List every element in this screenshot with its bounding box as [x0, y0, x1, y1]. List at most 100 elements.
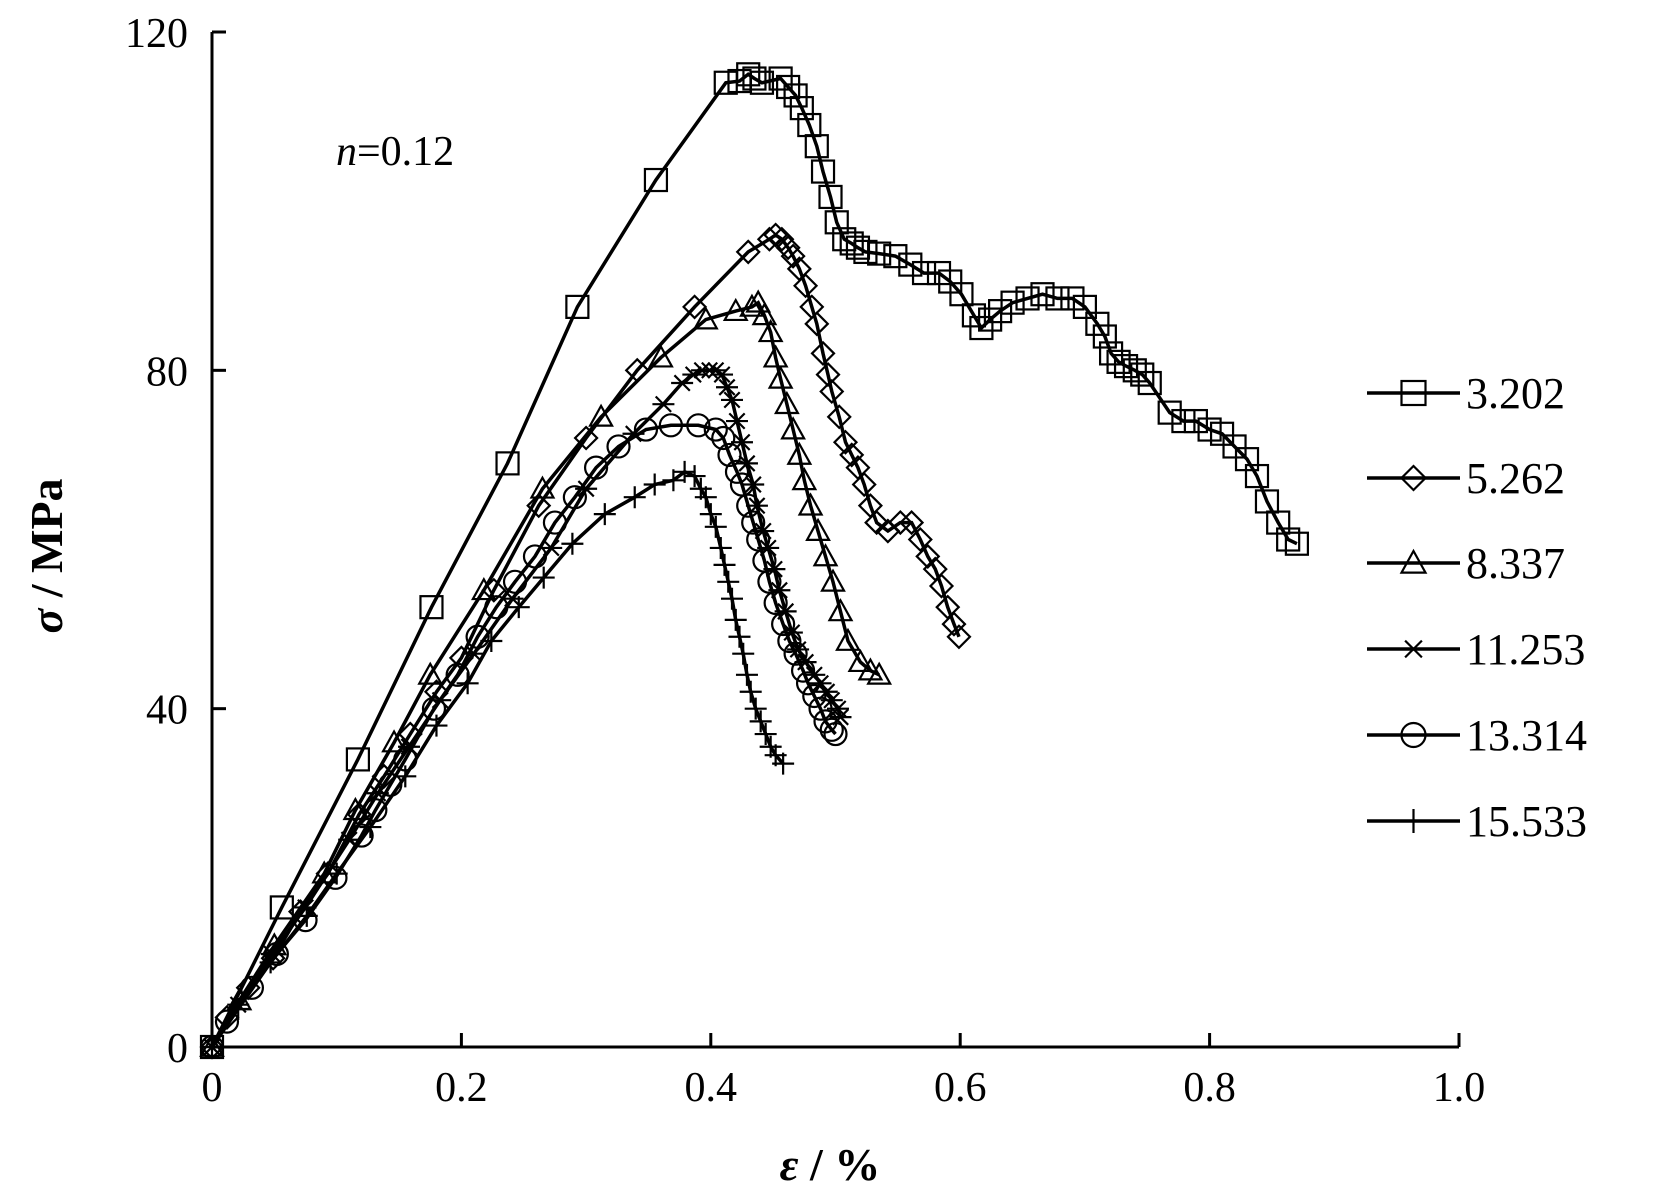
data-point [671, 374, 694, 392]
data-point [767, 365, 794, 389]
data-point [711, 366, 734, 384]
data-point [1015, 286, 1040, 311]
data-point [768, 66, 793, 91]
data-point [735, 663, 758, 686]
data-point [342, 796, 369, 821]
x-tick-label: 1.0 [1433, 1065, 1486, 1111]
x-tick-label: 0.4 [685, 1065, 738, 1111]
data-point [1197, 417, 1222, 442]
data-point [1157, 400, 1182, 425]
x-tick-label: 0.8 [1183, 1065, 1236, 1111]
data-point [683, 465, 706, 488]
data-point [1072, 294, 1098, 319]
data-point [673, 460, 696, 483]
data-point [724, 608, 747, 631]
data-point [1276, 527, 1301, 552]
legend-marker [1399, 548, 1428, 574]
data-point [325, 862, 348, 885]
legend-label: 11.253 [1466, 625, 1585, 674]
data-point [772, 752, 795, 775]
axes [210, 32, 1459, 1049]
data-point [575, 480, 598, 498]
data-point [776, 74, 801, 100]
data-point [704, 515, 727, 538]
data-point [771, 611, 796, 637]
data-point [465, 624, 490, 649]
data-point [739, 293, 765, 317]
data-point [820, 568, 846, 592]
legend-marker [1400, 721, 1427, 749]
plot-area [199, 62, 1309, 1060]
data-point [797, 492, 824, 516]
data-point [853, 239, 878, 265]
data-point [480, 630, 503, 652]
series-8.337 [199, 289, 893, 1057]
legend-marker [1401, 809, 1426, 833]
y-tick-label: 120 [125, 11, 188, 57]
y-tick-label: 0 [167, 1026, 188, 1072]
data-point [532, 566, 555, 589]
data-point [227, 997, 250, 1020]
data-point [866, 661, 893, 685]
data-point [470, 576, 497, 601]
data-point [839, 442, 865, 468]
data-point [264, 941, 289, 967]
data-point [703, 417, 728, 442]
data-point [773, 390, 800, 415]
data-point [720, 391, 743, 409]
data-point [717, 570, 740, 593]
data-point [1106, 349, 1131, 374]
legend-item-8.337: 8.337 [1367, 539, 1565, 588]
data-point [709, 536, 732, 559]
data-point [1060, 286, 1085, 311]
data-point [777, 628, 802, 654]
x-tick-label: 0 [202, 1065, 223, 1111]
data-point [823, 721, 848, 747]
data-point [749, 70, 775, 95]
data-point [699, 503, 722, 526]
data-point [775, 235, 801, 261]
y-axis-title: σ / MPa [21, 478, 72, 633]
series-line-8.337 [210, 300, 880, 1048]
data-point [739, 680, 762, 703]
data-point [827, 598, 854, 622]
data-point [1171, 408, 1196, 434]
data-point [421, 696, 447, 721]
legend-item-15.533: 15.533 [1367, 797, 1587, 846]
series-13.314 [199, 413, 848, 1060]
data-point [763, 590, 788, 616]
legend-item-11.253: 11.253 [1367, 625, 1585, 674]
data-point [783, 83, 808, 108]
data-point [1183, 408, 1208, 434]
data-point [561, 532, 584, 555]
legend-label: 3.202 [1466, 369, 1565, 418]
legend-item-5.262: 5.262 [1367, 454, 1565, 503]
legend-marker [1401, 639, 1426, 659]
data-point [791, 467, 818, 491]
data-point [724, 459, 750, 484]
data-point [735, 239, 761, 265]
data-point [941, 611, 967, 637]
data-point [763, 222, 789, 248]
data-point [749, 710, 772, 733]
data-point [949, 282, 974, 307]
data-point [732, 642, 755, 665]
data-point [819, 378, 845, 405]
data-point [1092, 324, 1117, 349]
data-point [662, 469, 685, 492]
series-15.533 [201, 460, 795, 1058]
legend: 3.202 5.262 8.337 11.253 13.314 15.533 [1367, 369, 1587, 846]
data-point [736, 62, 761, 87]
data-point [802, 683, 827, 709]
data-point [759, 735, 782, 758]
data-point [692, 306, 719, 330]
data-point [818, 184, 843, 210]
data-point [716, 378, 739, 396]
data-point [495, 451, 520, 476]
data-point [961, 303, 987, 328]
data-point [381, 729, 407, 753]
data-point [484, 595, 509, 620]
legend-label: 15.533 [1466, 797, 1587, 846]
data-point [810, 340, 836, 366]
